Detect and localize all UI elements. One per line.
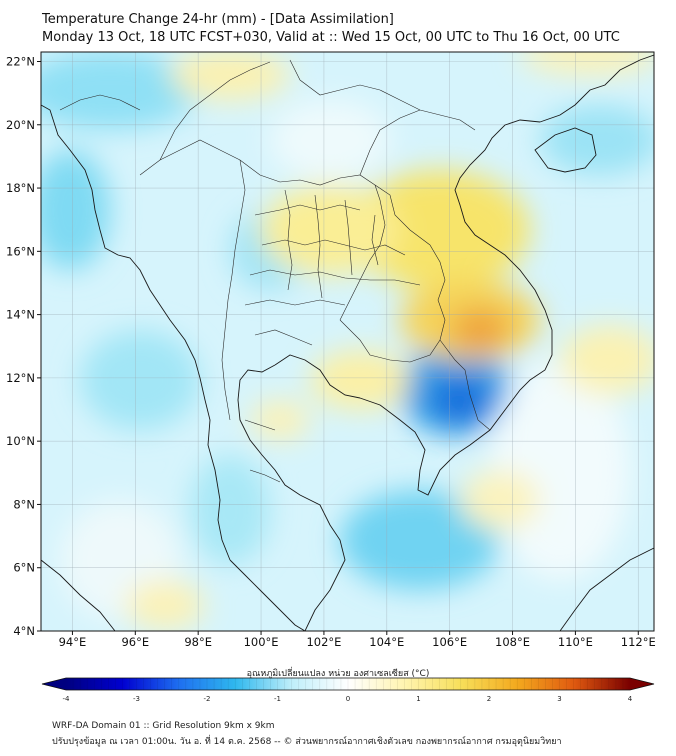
footer-model-info: WRF-DA Domain 01 :: Grid Resolution 9km … — [52, 721, 275, 731]
cool-patch-west — [80, 330, 200, 430]
colorbar-label: อุณหภูมิเปลี่ยนแปลง หน่วย องศาเซลเซียส (… — [246, 669, 430, 679]
temperature-field — [41, 52, 654, 631]
colorbar-tick-label: 0 — [346, 695, 350, 703]
footer-update-info: ปรับปรุงข้อมูล ณ เวลา 01:00น. วัน อ. ที่… — [52, 737, 562, 747]
lon-tick-label: 106°E — [432, 635, 467, 649]
lon-tick-label: 110°E — [558, 635, 593, 649]
lat-tick-label: 22°N — [6, 54, 35, 68]
colorbar-outline — [41, 677, 655, 691]
warm-core-vietnam — [450, 308, 510, 352]
lat-tick-label: 8°N — [13, 497, 35, 511]
colorbar-max-arrow — [630, 678, 654, 690]
lon-tick-label: 98°E — [184, 635, 212, 649]
cool-patch-hainan — [540, 105, 654, 175]
lat-tick-label: 4°N — [13, 624, 35, 638]
colorbar-bar — [66, 678, 630, 690]
coast-myanmar — [41, 104, 231, 561]
lon-tick-label: 102°E — [306, 635, 341, 649]
lat-tick-label: 18°N — [6, 181, 35, 195]
coastlines — [41, 54, 654, 631]
lat-tick-label: 10°N — [6, 434, 35, 448]
colorbar-tick-label: -4 — [63, 695, 71, 703]
country-borders — [59, 59, 491, 483]
warm-patch-north-thailand — [260, 185, 400, 275]
colorbar: -4 -3 -2 -1 0 1 2 3 4 — [41, 677, 655, 703]
graticule — [41, 52, 654, 632]
colorbar-tick-label: -2 — [204, 695, 211, 703]
lon-tick-label: 112°E — [621, 635, 656, 649]
colorbar-tick-label: 1 — [416, 695, 420, 703]
coast-hainan — [534, 127, 597, 173]
lat-axis: 22°N 20°N 18°N 16°N 14°N 12°N 10°N 8°N 6°N 4°N — [6, 54, 41, 638]
map-title: Temperature Change 24-hr (mm) - [Data As… — [42, 12, 394, 27]
coast-vietnam — [359, 119, 553, 496]
lat-tick-label: 16°N — [6, 244, 35, 258]
lon-tick-label: 94°E — [59, 635, 87, 649]
lat-tick-label: 12°N — [6, 371, 35, 385]
colorbar-tick-label: -1 — [274, 695, 281, 703]
cool-patch-nw — [41, 52, 200, 130]
cool-patch-andaman — [41, 150, 110, 270]
lat-tick-label: 20°N — [6, 118, 35, 132]
colorbar-tick-label: 3 — [557, 695, 561, 703]
map-subtitle: Monday 13 Oct, 18 UTC FCST+030, Valid at… — [42, 30, 620, 45]
lon-tick-label: 100°E — [244, 635, 279, 649]
lon-axis: 94°E 96°E 98°E 100°E 102°E 104°E 106°E 108°E 110… — [59, 631, 656, 649]
lat-tick-label: 6°N — [13, 561, 35, 575]
lon-tick-label: 108°E — [495, 635, 530, 649]
colorbar-tick-label: -3 — [133, 695, 140, 703]
lat-tick-label: 14°N — [6, 308, 35, 322]
plot-frame — [40, 51, 655, 632]
warm-patch-laos — [350, 170, 530, 290]
colorbar-tick-label: 4 — [628, 695, 633, 703]
lon-tick-label: 96°E — [121, 635, 149, 649]
colorbar-min-arrow — [42, 678, 66, 690]
colorbar-tick-label: 2 — [487, 695, 491, 703]
lon-tick-label: 104°E — [369, 635, 404, 649]
cool-patch-scs — [340, 490, 500, 590]
